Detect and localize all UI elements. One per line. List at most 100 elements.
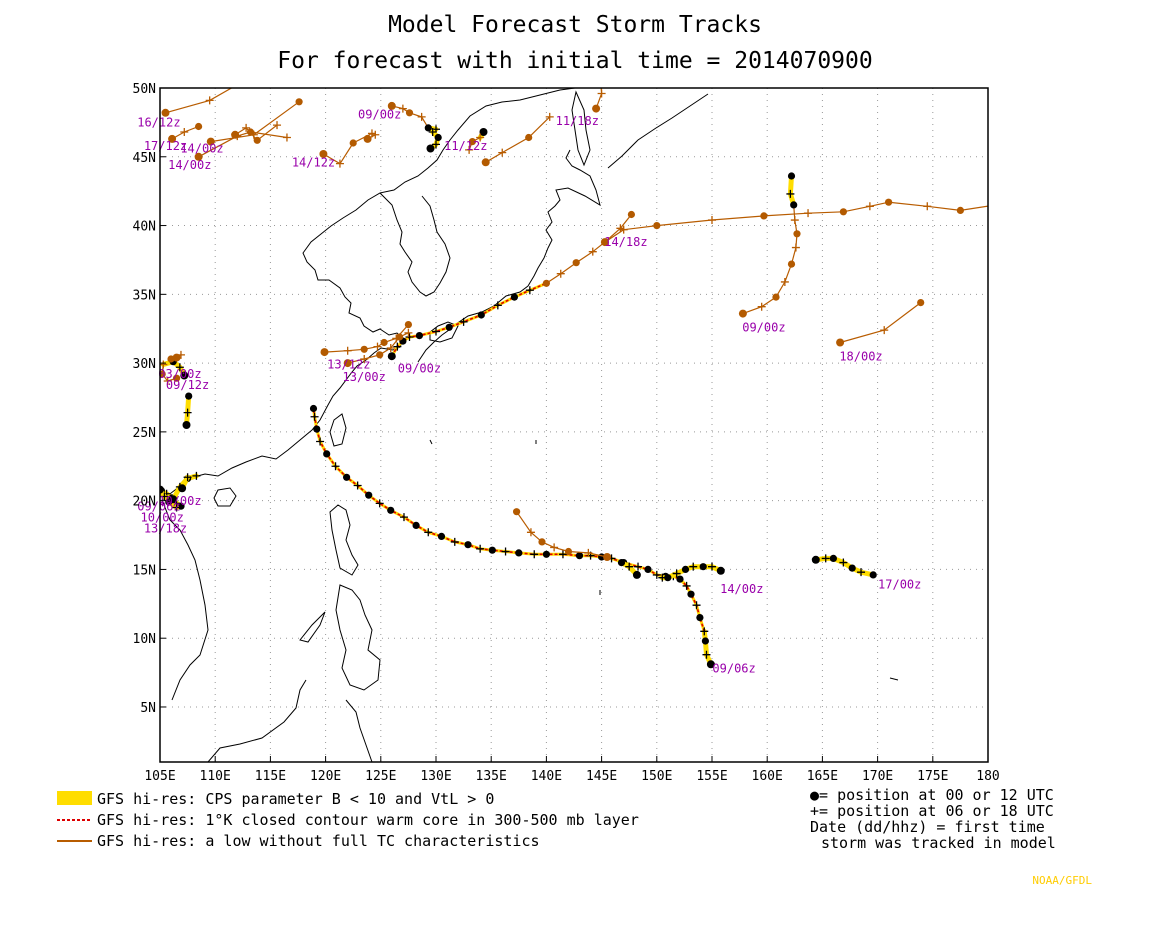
track-position-dot [510, 293, 518, 301]
storm-track [387, 101, 440, 134]
lon-tick-label: 170E [862, 769, 893, 784]
korea-coast [379, 192, 451, 297]
track-position-dot [206, 137, 215, 146]
lat-tick-label: 50N [133, 82, 156, 97]
track-position-dot [376, 351, 384, 359]
track-position-dot [564, 547, 573, 556]
storm-track [319, 129, 376, 168]
palawan [299, 611, 326, 643]
track-position-plus [786, 189, 795, 198]
track-position-dot [387, 352, 396, 361]
track-position-plus [692, 601, 701, 610]
track-position-dot [161, 108, 170, 117]
track-position-dot [380, 338, 388, 347]
legend: GFS hi-res: CPS parameter B < 10 and VtL… [57, 786, 1056, 852]
track-first-time-label: 09/00z [742, 321, 785, 335]
track-position-dot [787, 260, 796, 268]
track-position-plus [545, 112, 554, 121]
track-first-time-label: 14/00z [180, 142, 223, 156]
track-position-plus [634, 562, 643, 571]
lon-tick-label: 125E [365, 769, 396, 784]
title-line-1: Model Forecast Storm Tracks [388, 12, 762, 38]
storm-track [182, 392, 193, 429]
track-position-dot [787, 172, 796, 180]
track-position-dot [793, 230, 801, 238]
track-position-dot [160, 485, 164, 494]
track-first-time-label: 03/00z [158, 367, 201, 381]
storm-track [161, 88, 233, 117]
track-position-dot [320, 348, 329, 357]
lon-tick-label: 160E [752, 769, 783, 784]
track-first-time-label: 11/18z [556, 114, 599, 128]
storm-track [836, 299, 925, 347]
lon-tick-label: 140E [531, 769, 562, 784]
map-frame [159, 87, 989, 763]
track-position-dot [676, 575, 684, 583]
track-position-dot [706, 660, 715, 669]
track-position-plus [652, 570, 661, 579]
track-position-plus [550, 543, 559, 552]
storm-track [617, 559, 641, 579]
track-position-dot [437, 532, 446, 541]
sulawesi [345, 699, 373, 762]
track-position-dot [644, 565, 652, 574]
track-position-dot [319, 150, 328, 158]
track-position-dot [760, 212, 768, 220]
track-position-plus [865, 202, 874, 211]
track-date-labels: 09/06z 14/00z 17/00z 09/00z 14/18z 09/00z 18/0… [137, 107, 921, 675]
track-position-plus [597, 89, 606, 98]
lat-tick-label: 20N [133, 495, 156, 510]
track-position-plus [672, 569, 681, 578]
track-position-dot [169, 495, 178, 504]
track-position-dot [515, 549, 523, 557]
track-position-dot [829, 554, 838, 563]
lon-tick-label: 120E [310, 769, 341, 784]
track-first-time-label: 18/00z [839, 349, 882, 363]
track-position-plus [880, 326, 889, 335]
storm-track [481, 112, 554, 167]
track-position-dot [445, 323, 453, 331]
indochina [161, 499, 209, 701]
storm-tracks [160, 88, 988, 669]
track-position-plus [625, 562, 634, 571]
storm-track [343, 328, 413, 368]
track-position-plus [373, 342, 382, 351]
track-position-plus [375, 499, 384, 508]
track-first-time-label: 14/12z [292, 155, 335, 169]
track-position-plus [780, 277, 789, 286]
track-position-plus [417, 112, 426, 121]
lat-tick-label: 45N [133, 151, 156, 166]
track-position-dot [701, 637, 710, 645]
lon-tick-label: 180 [976, 769, 999, 784]
track-position-dot [525, 133, 533, 142]
storm-track [592, 88, 606, 113]
legend-key-plus: += position at 06 or 18 UTC [810, 802, 1054, 820]
track-position-dot [687, 590, 695, 598]
track-position-dot [575, 552, 584, 560]
track-position-dot [836, 338, 845, 347]
track-position-plus [588, 247, 597, 256]
track-position-plus [682, 581, 691, 590]
track-segment-low [323, 132, 373, 165]
track-position-plus [180, 128, 189, 137]
track-position-dot [167, 355, 175, 363]
track-position-dot [956, 206, 965, 214]
track-position-plus [584, 548, 593, 557]
track-position-dot [412, 521, 420, 530]
track-position-dot [464, 541, 472, 549]
track-position-plus [172, 503, 181, 512]
lon-tick-label: 145E [586, 769, 617, 784]
track-position-dot [839, 208, 848, 216]
legend-brown-text: GFS hi-res: a low without full TC charac… [97, 832, 540, 850]
lon-tick-label: 105E [144, 769, 175, 784]
track-position-plus [700, 627, 709, 636]
track-position-dot [180, 371, 189, 380]
storm-track [168, 122, 203, 143]
track-first-time-label: 10/00z [158, 494, 201, 508]
hainan [213, 487, 237, 507]
track-position-plus [160, 492, 169, 501]
track-position-plus [163, 376, 172, 385]
track-position-plus [923, 202, 932, 211]
lat-tick-label: 5N [140, 701, 156, 716]
track-position-dot [426, 144, 435, 153]
